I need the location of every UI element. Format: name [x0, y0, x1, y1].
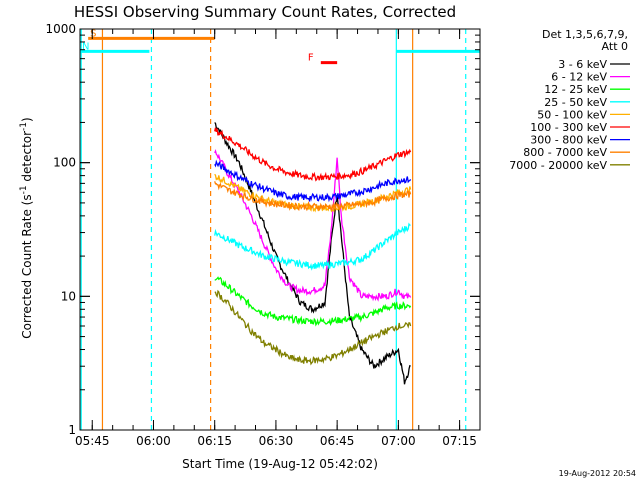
x-tick-label-0: 05:45 — [75, 434, 110, 448]
annotation-label-1: N — [82, 41, 89, 52]
legend-label-0: 3 - 6 keV — [558, 58, 607, 71]
legend-label-7: 800 - 7000 keV — [523, 146, 607, 159]
x-tick-label-4: 06:45 — [320, 434, 355, 448]
chart-title: HESSI Observing Summary Count Rates, Cor… — [74, 3, 456, 21]
y-tick-label-3: 1000 — [45, 22, 76, 36]
legend-label-2: 12 - 25 keV — [544, 83, 607, 96]
x-tick-label-3: 06:30 — [259, 434, 294, 448]
annotation-label-0: S — [90, 28, 96, 39]
series-line-8 — [214, 289, 412, 366]
legend-label-4: 50 - 100 keV — [537, 108, 607, 121]
axes-frame — [79, 28, 481, 431]
legend-label-3: 25 - 50 keV — [544, 96, 607, 109]
y-tick-label-0: 1 — [68, 423, 76, 437]
series-line-3 — [214, 222, 411, 271]
series-line-1 — [214, 148, 412, 302]
legend-header-1: Det 1,3,5,6,7,9, — [542, 28, 628, 41]
legend-header-2: Att 0 — [602, 40, 628, 53]
series-line-7 — [214, 181, 412, 212]
x-tick-label-1: 06:00 — [136, 434, 171, 448]
y-tick-label-2: 100 — [53, 156, 76, 170]
x-tick-label-5: 07:00 — [381, 434, 416, 448]
series-line-0 — [214, 122, 411, 385]
legend-label-8: 7000 - 20000 keV — [509, 159, 607, 172]
series-line-2 — [214, 276, 412, 327]
series-line-5 — [214, 127, 412, 182]
y-axis-label: Corrected Count Rate (s-1 detector-1) — [19, 117, 34, 338]
x-axis-label: Start Time (19-Aug-12 05:42:02) — [182, 457, 378, 471]
timestamp: 19-Aug-2012 20:54 — [559, 469, 636, 478]
legend-label-6: 300 - 800 keV — [530, 134, 607, 147]
x-tick-label-2: 06:15 — [197, 434, 232, 448]
y-tick-label-1: 10 — [61, 289, 76, 303]
series-line-6 — [214, 159, 412, 203]
legend-label-1: 6 - 12 keV — [551, 71, 607, 84]
legend-label-5: 100 - 300 keV — [530, 121, 607, 134]
annotation-label-3: F — [308, 53, 314, 64]
plot-area: SN F 1 10 100 1000 05:45 06:00 06:15 06:30 06:45 07… — [45, 22, 481, 448]
x-tick-label-6: 07:15 — [442, 434, 477, 448]
